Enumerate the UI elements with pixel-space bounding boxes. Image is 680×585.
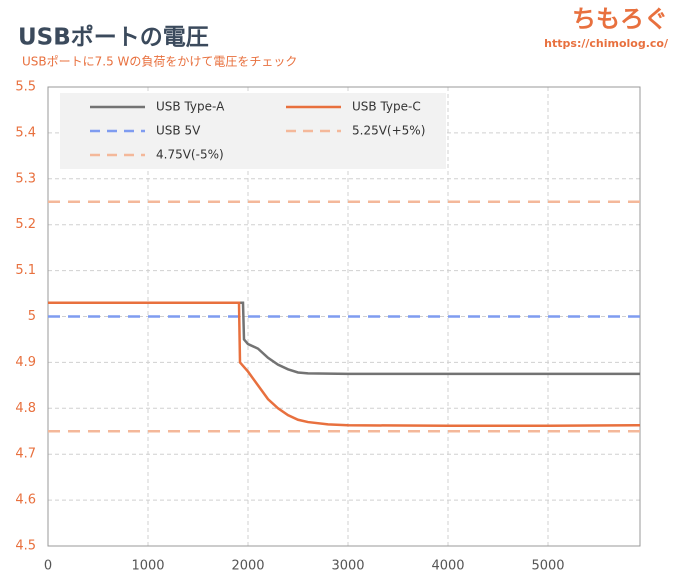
y-tick-label: 5.1 [15, 263, 36, 278]
y-tick-label: 5.4 [15, 125, 36, 140]
y-tick-label: 5 [28, 309, 36, 324]
legend-label: 5.25V(+5%) [352, 124, 425, 138]
y-tick-label: 5.5 [15, 80, 36, 95]
legend-label: USB 5V [156, 124, 201, 138]
legend-label: USB Type-C [352, 100, 421, 114]
y-tick-label: 5.2 [15, 217, 36, 232]
y-tick-label: 5.3 [15, 171, 36, 186]
y-tick-label: 4.7 [15, 447, 36, 462]
chart-title: USBポートの電圧 [18, 24, 209, 51]
x-tick-label: 5000 [531, 559, 564, 574]
x-tick-label: 2000 [231, 559, 264, 574]
series-line [48, 301, 640, 376]
y-tick-label: 4.8 [15, 401, 36, 416]
legend-label: 4.75V(-5%) [156, 148, 224, 162]
series-line [48, 301, 641, 427]
x-tick-label: 0 [44, 559, 52, 574]
y-tick-label: 4.5 [15, 539, 36, 554]
logo-url: https://chimolog.co/ [544, 37, 669, 50]
x-tick-label: 3000 [331, 559, 364, 574]
logo: ちもろぐ [572, 5, 668, 33]
y-tick-label: 4.6 [15, 493, 36, 508]
chart-subtitle: USBポートに7.5 Wの負荷をかけて電圧をチェック [22, 55, 297, 69]
x-tick-label: 1000 [131, 559, 164, 574]
legend-label: USB Type-A [156, 100, 225, 114]
x-tick-label: 4000 [431, 559, 464, 574]
y-tick-label: 4.9 [15, 355, 36, 370]
